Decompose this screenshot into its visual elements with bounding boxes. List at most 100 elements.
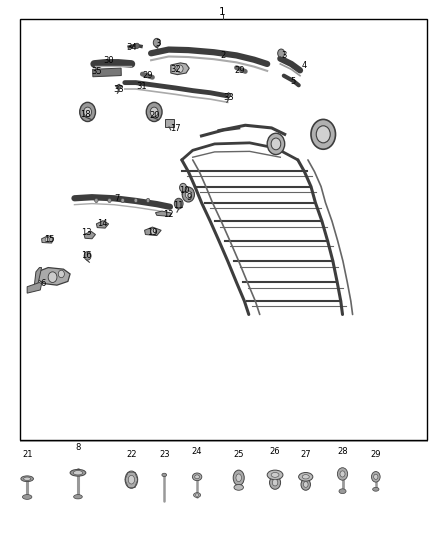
Circle shape <box>58 270 64 278</box>
Circle shape <box>374 474 378 479</box>
Text: 24: 24 <box>192 448 202 456</box>
Text: 4: 4 <box>302 61 307 70</box>
Ellipse shape <box>304 482 308 487</box>
Circle shape <box>146 198 150 203</box>
Text: 29: 29 <box>143 71 153 80</box>
Circle shape <box>177 65 183 72</box>
Ellipse shape <box>194 492 201 497</box>
Ellipse shape <box>299 472 313 481</box>
Text: 35: 35 <box>91 68 102 76</box>
Text: 26: 26 <box>270 448 280 456</box>
Circle shape <box>278 49 285 58</box>
Text: 31: 31 <box>136 82 147 91</box>
Circle shape <box>180 183 187 192</box>
Circle shape <box>80 102 95 122</box>
Ellipse shape <box>195 475 199 479</box>
Ellipse shape <box>271 472 279 478</box>
Ellipse shape <box>125 471 138 488</box>
Circle shape <box>45 237 49 243</box>
Ellipse shape <box>373 487 379 491</box>
Circle shape <box>316 126 330 143</box>
Polygon shape <box>36 268 70 285</box>
Ellipse shape <box>269 476 281 489</box>
Ellipse shape <box>192 473 202 481</box>
Text: 32: 32 <box>171 65 181 74</box>
Circle shape <box>311 119 336 149</box>
Ellipse shape <box>339 489 346 494</box>
Circle shape <box>340 471 345 477</box>
Bar <box>93 68 121 77</box>
Text: 22: 22 <box>126 450 137 458</box>
Circle shape <box>121 198 124 203</box>
Polygon shape <box>116 84 122 90</box>
Text: 3: 3 <box>155 39 160 48</box>
Ellipse shape <box>128 475 134 484</box>
Text: 33: 33 <box>223 93 234 102</box>
Text: 28: 28 <box>337 448 348 456</box>
Text: 1: 1 <box>219 7 226 17</box>
Text: 11: 11 <box>173 201 184 209</box>
Ellipse shape <box>195 494 199 496</box>
Ellipse shape <box>234 484 244 490</box>
Polygon shape <box>155 211 172 216</box>
Circle shape <box>151 228 156 235</box>
Circle shape <box>135 43 139 49</box>
Text: 9: 9 <box>187 193 192 201</box>
Ellipse shape <box>302 475 309 479</box>
Ellipse shape <box>236 474 241 482</box>
Text: 23: 23 <box>159 450 170 458</box>
Text: 29: 29 <box>235 66 245 75</box>
Circle shape <box>182 187 194 202</box>
Polygon shape <box>34 268 42 287</box>
Circle shape <box>146 102 162 122</box>
Circle shape <box>150 107 158 117</box>
Circle shape <box>95 198 98 203</box>
Circle shape <box>48 272 57 282</box>
Text: 27: 27 <box>300 450 311 458</box>
Ellipse shape <box>73 471 83 475</box>
Text: 15: 15 <box>44 235 54 244</box>
Text: 13: 13 <box>81 228 92 237</box>
Circle shape <box>371 472 380 482</box>
Text: 14: 14 <box>97 220 108 228</box>
Text: 10: 10 <box>180 186 190 195</box>
Text: 30: 30 <box>103 56 114 64</box>
Circle shape <box>271 138 281 150</box>
Ellipse shape <box>24 477 31 480</box>
Circle shape <box>108 198 111 203</box>
Polygon shape <box>225 93 231 98</box>
Polygon shape <box>42 236 53 243</box>
Text: 17: 17 <box>170 125 180 133</box>
Ellipse shape <box>22 495 32 499</box>
Ellipse shape <box>74 495 82 499</box>
Text: 3: 3 <box>281 52 286 60</box>
Polygon shape <box>84 231 95 239</box>
Text: 19: 19 <box>147 228 158 237</box>
Polygon shape <box>96 221 109 228</box>
Text: 12: 12 <box>163 211 174 219</box>
Text: 2: 2 <box>221 51 226 60</box>
Text: 6: 6 <box>40 279 46 288</box>
Ellipse shape <box>21 476 33 482</box>
Circle shape <box>174 198 183 209</box>
Circle shape <box>84 107 92 117</box>
Circle shape <box>134 198 138 203</box>
Bar <box>20 19 427 440</box>
Polygon shape <box>27 282 42 293</box>
Text: 34: 34 <box>126 44 137 52</box>
Text: 21: 21 <box>22 450 32 458</box>
Polygon shape <box>145 227 161 236</box>
Text: 29: 29 <box>371 450 381 458</box>
Ellipse shape <box>162 473 166 477</box>
Ellipse shape <box>267 470 283 480</box>
Text: 7: 7 <box>115 194 120 203</box>
Circle shape <box>267 133 285 155</box>
Ellipse shape <box>272 479 278 486</box>
Text: 20: 20 <box>149 111 159 119</box>
Text: 8: 8 <box>75 443 81 452</box>
Ellipse shape <box>233 470 244 486</box>
Bar <box>165 119 174 127</box>
Text: 5: 5 <box>290 77 295 86</box>
Circle shape <box>337 468 348 480</box>
Circle shape <box>153 38 160 47</box>
